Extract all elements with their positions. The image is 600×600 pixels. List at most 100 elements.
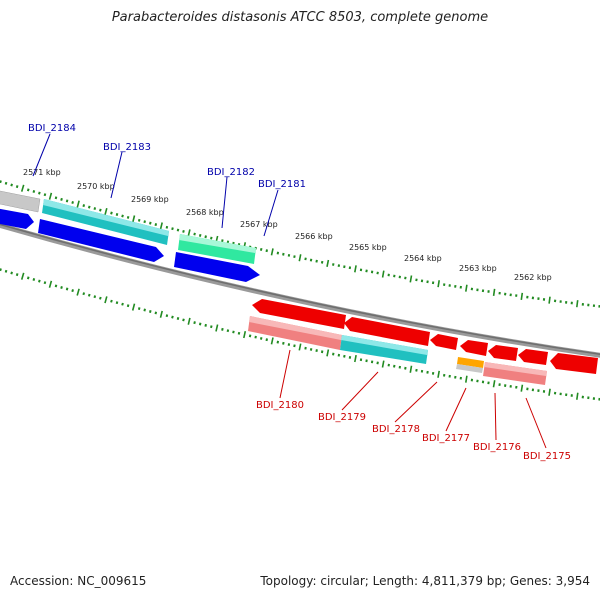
ruler-minor-tick [54, 196, 58, 200]
ruler-minor-tick [365, 269, 368, 273]
ruler-minor-tick [287, 253, 291, 257]
gene-label-bdi-2178[interactable]: BDI_2178 [372, 424, 420, 435]
ruler-minor-tick [182, 229, 185, 233]
leader-line [525, 397, 547, 449]
gene-label-bdi-2179[interactable]: BDI_2179 [318, 412, 366, 423]
ruler-major-tick [76, 200, 80, 208]
ruler-minor-tick [348, 356, 352, 359]
ruler-major-tick [437, 280, 440, 288]
gene-label-bdi-2176[interactable]: BDI_2176 [473, 442, 521, 453]
ruler-minor-tick [165, 225, 169, 229]
cyan-feature-highlight [341, 335, 428, 355]
ruler-label: 2565 kbp [349, 243, 387, 252]
leader-line [221, 176, 228, 229]
ruler-minor-tick [38, 191, 41, 195]
ruler-minor-tick [38, 279, 41, 283]
ruler-minor-tick [165, 314, 169, 318]
gene-label-bdi-2175[interactable]: BDI_2175 [523, 451, 571, 462]
ruler-major-tick [270, 248, 274, 256]
ruler-minor-tick [204, 235, 207, 239]
ruler-minor-tick [176, 228, 180, 232]
ruler-major-tick [326, 259, 330, 267]
map-title: Parabacteroides distasonis ATCC 8503, co… [111, 10, 489, 25]
ruler-major-tick [354, 265, 357, 273]
gene-label-bdi-2180[interactable]: BDI_2180 [256, 400, 304, 411]
ruler-major-tick [548, 296, 551, 304]
ruler-minor-tick [149, 310, 152, 313]
ruler-minor-tick [15, 273, 19, 277]
ruler-minor-tick [4, 269, 8, 273]
ruler-minor-tick [276, 251, 280, 255]
ruler-minor-tick [10, 271, 13, 275]
ruler-minor-tick [210, 325, 213, 329]
ruler-minor-tick [376, 361, 379, 365]
ruler-minor-tick [248, 334, 252, 338]
ruler-minor-tick [304, 346, 307, 350]
ruler-major-tick [187, 229, 191, 237]
ruler-minor-tick [110, 299, 113, 303]
ruler-minor-tick [393, 364, 396, 368]
cds-arrow [38, 219, 164, 262]
ruler-minor-tick [415, 368, 418, 372]
ruler-label: 2563 kbp [459, 264, 497, 273]
cds-arrow [344, 317, 430, 346]
ruler-minor-tick [121, 214, 124, 218]
cds-arrow [550, 353, 598, 374]
ruler-minor-tick [276, 340, 280, 344]
ruler-minor-tick [115, 213, 119, 216]
ruler-major-tick [298, 254, 302, 262]
bottom-label-leaders [279, 349, 547, 449]
ruler-minor-tick [332, 352, 335, 356]
ruler-major-tick [354, 354, 357, 363]
gene-label-bdi-2177[interactable]: BDI_2177 [422, 433, 470, 444]
ruler-minor-tick [332, 263, 335, 266]
gene-label-bdi-2182[interactable]: BDI_2182 [207, 167, 255, 178]
ruler-minor-tick [226, 240, 230, 244]
genome-summary-text: Topology: circular; Length: 4,811,379 bp… [260, 574, 590, 588]
genome-backbone-edge [0, 223, 600, 356]
ruler-major-tick [187, 317, 191, 325]
ruler-major-tick [409, 275, 413, 283]
ruler-minor-tick [87, 293, 91, 297]
leader-line [110, 151, 123, 199]
ruler-major-tick [548, 388, 551, 396]
ruler-major-tick [576, 300, 579, 308]
ruler-minor-tick [210, 236, 213, 240]
ruler-minor-tick [404, 366, 407, 370]
ruler-minor-tick [309, 347, 313, 351]
bottom-gene-labels: BDI_2180 BDI_2179 BDI_2178 BDI_2177 BDI_… [256, 400, 571, 462]
genome-backbone [0, 222, 600, 358]
ruler-major-tick [492, 380, 496, 388]
ruler-minor-tick [82, 204, 86, 208]
ruler-minor-tick [232, 330, 235, 334]
reverse-strand-features [248, 299, 598, 385]
ruler-minor-tick [143, 308, 146, 312]
gene-label-bdi-2181[interactable]: BDI_2181 [258, 179, 306, 190]
ruler-label: 2568 kbp [186, 208, 224, 217]
top-label-leaders [32, 133, 279, 237]
ruler-minor-tick [376, 271, 379, 275]
ruler-minor-tick [32, 190, 36, 193]
gene-label-bdi-2183[interactable]: BDI_2183 [103, 142, 151, 153]
ruler-minor-tick [387, 363, 390, 367]
ruler-minor-tick [26, 188, 30, 192]
ruler-major-tick [520, 292, 524, 301]
ruler-minor-tick [343, 354, 346, 358]
gene-label-bdi-2184[interactable]: BDI_2184 [28, 123, 76, 134]
ruler-minor-tick [65, 287, 69, 291]
ruler-label: 2569 kbp [131, 195, 169, 204]
ruler-minor-tick [182, 318, 185, 322]
leader-line [445, 387, 467, 432]
ruler-minor-tick [71, 289, 74, 293]
pink-feature-highlight [249, 316, 342, 340]
ruler-minor-tick [143, 220, 146, 224]
leader-line [494, 392, 497, 441]
accession-text: Accession: NC_009615 [10, 574, 147, 588]
ruler-minor-tick [237, 331, 241, 335]
ruler-minor-tick [282, 252, 285, 256]
ruler-minor-tick [171, 315, 174, 319]
forward-strand-features [0, 190, 260, 282]
ruler-minor-tick [415, 278, 418, 282]
ruler-minor-tick [60, 197, 63, 201]
